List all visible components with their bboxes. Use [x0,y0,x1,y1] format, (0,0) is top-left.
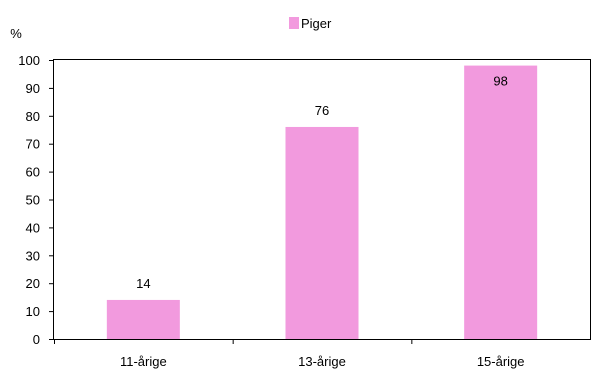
legend: Piger [289,16,332,31]
data-label: 98 [493,74,507,89]
y-tick-label: 40 [26,220,40,235]
y-axis-unit-label: % [10,26,22,41]
y-tick-label: 70 [26,137,40,152]
y-tick-label: 90 [26,81,40,96]
x-tick-label: 11-årige [120,354,167,369]
y-tick-label: 30 [26,248,40,263]
data-labels: 14 76 98 [136,74,508,291]
bar [464,65,538,339]
x-tick-label: 15-årige [477,354,525,369]
legend-swatch-piger [289,17,299,29]
data-label: 76 [315,103,329,118]
data-label: 14 [136,276,150,291]
x-tick-label: 13-årige [298,354,346,369]
x-axis: 11-årige 13-årige 15-årige [54,339,525,369]
bar [106,299,180,339]
y-axis: 0 10 20 30 40 50 60 70 80 90 100 [18,53,54,347]
y-tick-label: 20 [26,276,40,291]
legend-label-piger: Piger [301,16,332,31]
y-tick-label: 50 [26,193,40,208]
bar [285,126,359,340]
y-tick-label: 60 [26,165,40,180]
y-tick-label: 0 [33,332,40,347]
y-tick-label: 10 [26,304,40,319]
bars [106,65,538,340]
y-tick-label: 100 [18,53,40,68]
y-tick-label: 80 [26,109,40,124]
